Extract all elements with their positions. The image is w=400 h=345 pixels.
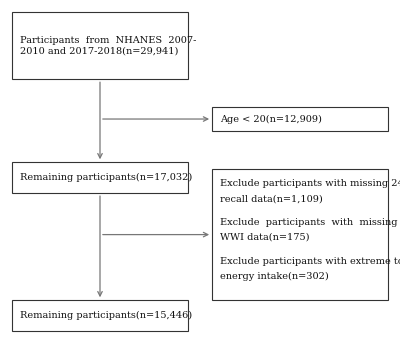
- Text: Remaining participants(n=17,032): Remaining participants(n=17,032): [20, 173, 192, 182]
- Text: Age < 20(n=12,909): Age < 20(n=12,909): [220, 115, 322, 124]
- Text: Exclude participants with missing 24-h: Exclude participants with missing 24-h: [220, 179, 400, 188]
- Text: Participants  from  NHANES  2007-
2010 and 2017-2018(n=29,941): Participants from NHANES 2007- 2010 and …: [20, 36, 196, 56]
- Bar: [12, 300, 188, 331]
- Bar: [12, 12, 188, 79]
- Bar: [212, 169, 388, 300]
- Text: Exclude participants with extreme total: Exclude participants with extreme total: [220, 257, 400, 266]
- Text: WWI data(n=175): WWI data(n=175): [220, 233, 310, 242]
- Bar: [12, 162, 188, 193]
- Text: Remaining participants(n=15,446): Remaining participants(n=15,446): [20, 311, 192, 320]
- Text: energy intake(n=302): energy intake(n=302): [220, 272, 329, 281]
- Bar: [212, 107, 388, 131]
- Text: Exclude  participants  with  missing: Exclude participants with missing: [220, 218, 398, 227]
- Text: recall data(n=1,109): recall data(n=1,109): [220, 194, 323, 203]
